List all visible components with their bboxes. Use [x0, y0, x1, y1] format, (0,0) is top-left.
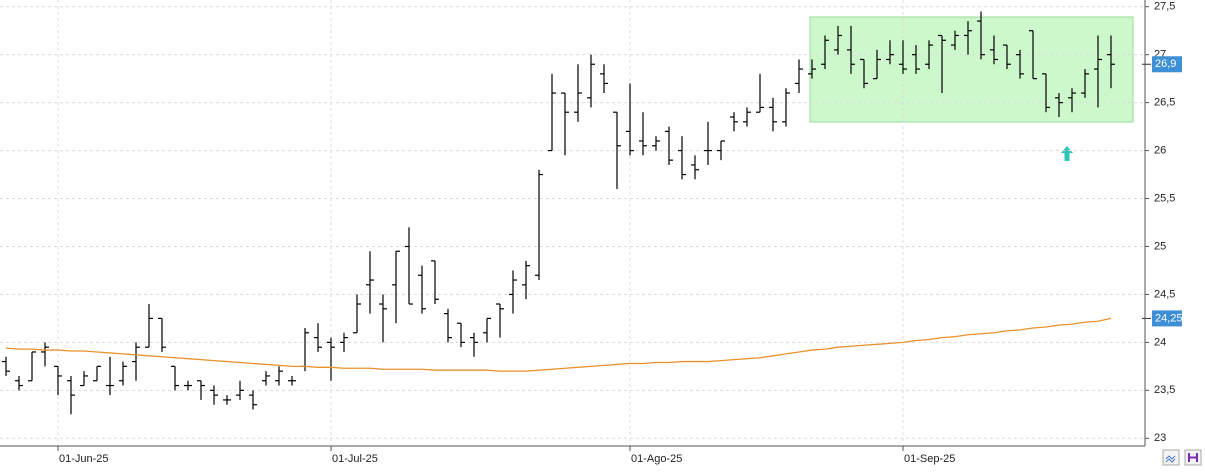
settings-icon [1188, 453, 1198, 462]
y-tick-label: 25,5 [1154, 192, 1175, 204]
y-tick-label: 25 [1154, 240, 1166, 252]
ma-price-label: 24,25 [1155, 312, 1183, 324]
y-tick-label: 26 [1154, 144, 1166, 156]
y-tick-label: 24 [1154, 336, 1166, 348]
last-price-label: 26,9 [1155, 58, 1176, 70]
x-tick-label: 01-Sep-25 [904, 453, 955, 465]
x-tick-label: 01-Ago-25 [631, 453, 682, 465]
arrow-icon [1061, 146, 1073, 161]
y-tick-label: 26,5 [1154, 97, 1175, 109]
y-tick-label: 23,5 [1154, 384, 1175, 396]
last-price-label-box [1152, 56, 1182, 73]
moving-average-line [5, 317, 1112, 372]
y-tick-label: 24,5 [1154, 288, 1175, 300]
y-tick-label: 23 [1154, 432, 1166, 444]
y-tick-label: 27,5 [1154, 1, 1175, 13]
zoom-icon [1165, 455, 1176, 463]
x-tick-label: 01-Jun-25 [59, 453, 109, 465]
ma-price-label-box [1152, 310, 1182, 327]
x-tick-label: 01-Jul-25 [332, 453, 378, 465]
